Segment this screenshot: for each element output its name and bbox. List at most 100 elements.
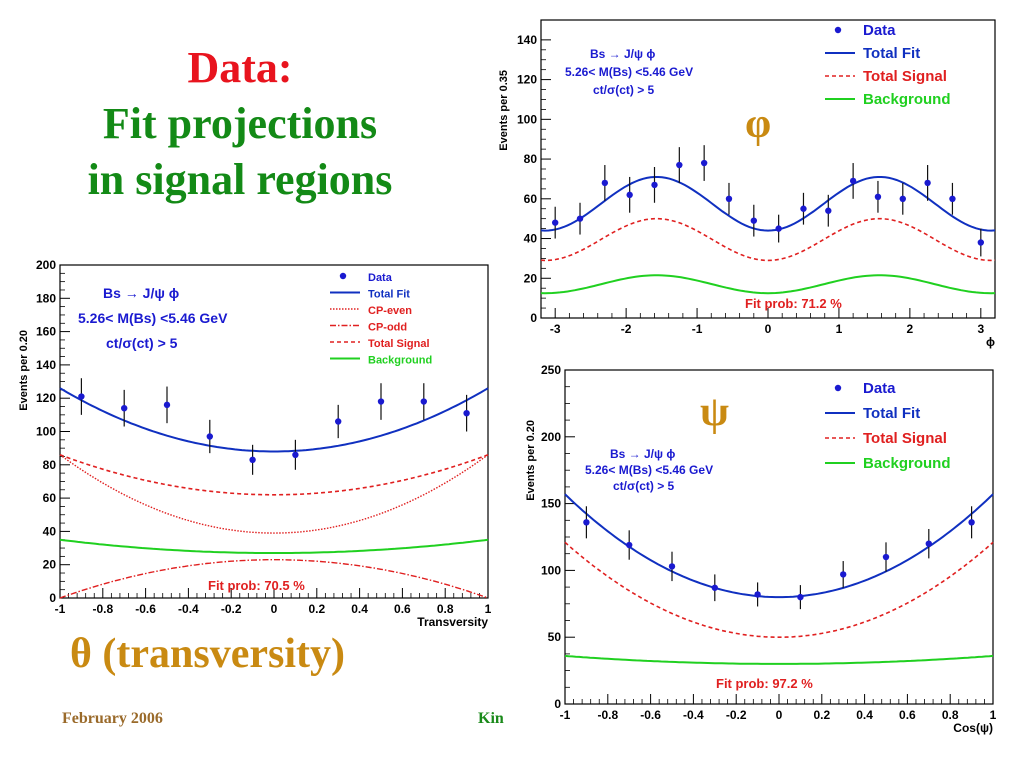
x-axis-label: Transversity (417, 615, 488, 629)
curve-background (540, 274, 996, 295)
legend-entry: Data (863, 22, 896, 39)
legend-entry: Background (863, 455, 951, 472)
y-tick-label: 160 (36, 325, 56, 339)
y-tick-label: 80 (524, 152, 538, 166)
y-tick-label: 140 (36, 358, 56, 372)
curve-total-signal (564, 541, 994, 638)
legend-entry: Total Signal (863, 68, 947, 85)
x-axis-label: Cos(ψ) (953, 721, 993, 735)
data-point (899, 195, 906, 202)
data-point (651, 181, 658, 189)
data-point (874, 193, 882, 201)
title-line-fit-projections: Fit projections (102, 99, 378, 148)
y-tick-label: 120 (36, 391, 56, 405)
info-line: 5.26< M(Bs) <5.46 GeV (585, 463, 713, 477)
x-tick-label: 1 (485, 602, 492, 616)
info-line: 5.26< M(Bs) <5.46 GeV (565, 65, 693, 79)
x-tick-label: 0 (765, 322, 772, 336)
fit-probability: Fit prob: 97.2 % (716, 676, 813, 691)
y-tick-label: 0 (49, 591, 56, 605)
title-line-signal-regions: in signal regions (87, 155, 393, 204)
data-point (925, 540, 932, 547)
data-point (924, 179, 931, 187)
footer-date: February 2006 (62, 710, 163, 727)
curve-total-fit (59, 387, 489, 453)
info-line: 5.26< M(Bs) <5.46 GeV (78, 310, 228, 326)
legend-entry: Data (368, 272, 393, 284)
x-tick-label: 0.4 (351, 602, 368, 616)
x-tick-label: -2 (621, 322, 632, 336)
data-point (754, 591, 761, 598)
y-tick-label: 100 (36, 425, 56, 439)
x-tick-label: -0.4 (178, 602, 199, 616)
fit-probability: Fit prob: 71.2 % (745, 296, 842, 311)
info-line: Bs → J/ψ ϕ (590, 47, 655, 61)
x-tick-label: -1 (560, 708, 571, 722)
y-tick-label: 0 (554, 697, 561, 711)
data-point (840, 571, 847, 578)
data-point (882, 553, 890, 561)
legend-entry: Total Fit (368, 289, 410, 301)
y-tick-label: 60 (43, 491, 57, 505)
data-point (800, 205, 807, 212)
legend-entry: Total Fit (863, 45, 920, 62)
curve-cp-odd (59, 559, 489, 599)
x-tick-label: 0.6 (899, 708, 916, 722)
y-tick-label: 20 (524, 271, 538, 285)
data-point (750, 217, 758, 224)
y-tick-label: 200 (36, 258, 56, 272)
data-point (825, 207, 832, 214)
data-point (968, 519, 975, 526)
x-tick-label: 0 (271, 602, 278, 616)
legend-entry: CP-even (368, 305, 412, 317)
data-point (551, 219, 559, 226)
x-tick-label: 0 (776, 708, 783, 722)
data-point (420, 398, 427, 405)
data-point (676, 161, 683, 169)
data-point (601, 179, 609, 187)
legend-entry: CP-odd (368, 322, 407, 334)
data-point (700, 159, 708, 167)
y-tick-label: 100 (517, 112, 537, 126)
x-tick-label: -0.8 (92, 602, 113, 616)
data-point (626, 191, 633, 199)
legend-entry: Total Fit (863, 405, 920, 422)
slide-title: Data: Fit projections in signal regions (20, 40, 460, 208)
x-tick-label: 0.2 (308, 602, 325, 616)
transversity-label: θ (transversity) (70, 631, 346, 677)
x-axis-label: ϕ (986, 335, 995, 349)
data-point (292, 451, 299, 459)
data-point (206, 433, 213, 440)
x-tick-label: -3 (550, 322, 561, 336)
curve-total-signal (540, 217, 996, 262)
x-tick-label: 1 (990, 708, 997, 722)
x-tick-label: -0.2 (221, 602, 242, 616)
y-tick-label: 250 (541, 363, 561, 377)
title-line-data: Data: (187, 43, 293, 92)
data-point (163, 401, 171, 409)
info-line: ct/σ(ct) > 5 (593, 83, 655, 97)
curve-total-signal (59, 454, 489, 496)
y-tick-label: 60 (524, 192, 538, 206)
x-tick-label: -0.8 (597, 708, 618, 722)
data-point (576, 215, 584, 222)
phi-label: φ (745, 101, 772, 147)
y-tick-label: 40 (43, 524, 57, 538)
y-tick-label: 80 (43, 458, 57, 472)
info-line: ct/σ(ct) > 5 (106, 335, 178, 351)
data-point (249, 456, 256, 464)
x-tick-label: -0.6 (640, 708, 661, 722)
legend-entry: Background (368, 355, 432, 367)
data-point (583, 519, 590, 526)
curve-background (59, 538, 489, 554)
curve-total-fit (540, 176, 996, 232)
y-tick-label: 140 (517, 33, 537, 47)
footer-author: Kin (478, 710, 504, 727)
data-point (377, 398, 385, 405)
y-tick-label: 100 (541, 563, 561, 577)
x-tick-label: 2 (907, 322, 914, 336)
chart-psi: 0 50 100 150 200 250 -1 -0.8 -0.6 -0.4 -0.2 0 0.2 0.4… (525, 363, 997, 735)
y-tick-label: 120 (517, 73, 537, 87)
legend-entry: Data (863, 380, 896, 397)
x-tick-label: -0.6 (135, 602, 156, 616)
